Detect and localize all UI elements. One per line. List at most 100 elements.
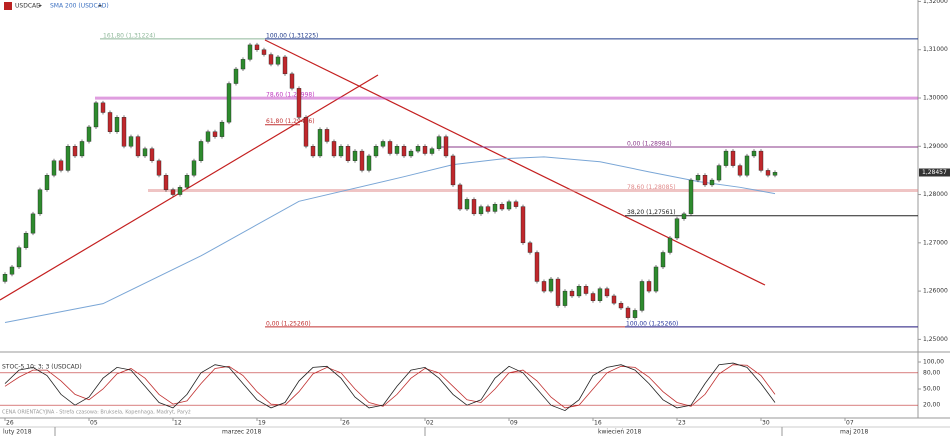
candle [576, 286, 582, 297]
candle [569, 290, 575, 297]
fib-label: 38,20 (1,27561) [627, 209, 676, 216]
candle [716, 165, 722, 181]
candle [373, 146, 379, 157]
candle [9, 266, 15, 275]
dropdown-icon[interactable] [98, 5, 102, 7]
candle [366, 155, 372, 171]
month-label: luty 2018 [3, 429, 32, 436]
candle [261, 49, 267, 55]
candle [674, 218, 680, 239]
candle [282, 56, 288, 75]
candle [702, 175, 708, 186]
candle [23, 232, 29, 248]
candle [191, 160, 197, 176]
dropdown-icon[interactable] [38, 5, 42, 7]
candle [625, 307, 631, 318]
fib-label: 100,00 (1,25260) [626, 320, 678, 327]
candle [359, 150, 365, 171]
month-label: maj 2018 [840, 429, 869, 436]
candle [100, 102, 106, 113]
day-label: 12 [174, 420, 182, 427]
y-tick-label: 20,00 [923, 402, 940, 409]
day-label: 07 [846, 420, 854, 427]
footer: CENA ORIENTACYJNA - Strefa czasowa: Bruk… [2, 410, 191, 416]
month-label: kwiecień 2018 [598, 429, 642, 436]
candle [730, 150, 736, 166]
y-tick-label: 50,00 [923, 386, 940, 393]
candle [604, 288, 610, 297]
fib-label: 0,00 (1,25260) [266, 320, 311, 327]
candle [58, 160, 64, 171]
candle [450, 155, 456, 186]
candle [380, 141, 386, 147]
candle [688, 179, 694, 215]
candle [135, 136, 141, 157]
candle [681, 213, 687, 219]
candle [317, 129, 323, 157]
candle [457, 184, 463, 210]
candle [534, 252, 540, 282]
stochastic-title: STOC-5 10; 3; 3 (USDCAD) [2, 364, 82, 371]
candle [156, 160, 162, 176]
fib-label: 100,00 (1,31225) [266, 32, 318, 39]
symbol[interactable]: USDCAD [15, 3, 41, 10]
candle [646, 281, 652, 292]
candle [520, 206, 526, 244]
day-label: 16 [594, 420, 602, 427]
candle [51, 160, 57, 176]
candle [352, 150, 358, 161]
candle [464, 199, 470, 210]
month-label: marzec 2018 [222, 429, 261, 436]
candle [611, 295, 617, 304]
candle [296, 88, 302, 118]
candle [709, 179, 715, 186]
candle [107, 112, 113, 132]
candle [639, 281, 645, 311]
candle [219, 121, 225, 137]
candle [44, 175, 50, 190]
candle [618, 302, 624, 309]
candle [338, 146, 344, 157]
candle [121, 117, 127, 147]
candle [240, 59, 246, 70]
candle [212, 131, 218, 137]
candle [772, 172, 778, 176]
candle [184, 175, 190, 188]
candle [205, 131, 211, 142]
trendline[interactable] [264, 39, 766, 286]
y-tick-label: 1,25000 [923, 336, 948, 343]
candle [394, 146, 400, 154]
candle [149, 148, 155, 161]
candle [142, 148, 148, 157]
candle [667, 237, 673, 253]
fib-label: 78,60 (1,29998) [266, 92, 315, 99]
candle [499, 204, 505, 210]
candle [310, 146, 316, 157]
candle [695, 175, 701, 181]
candle [429, 148, 435, 154]
candle [471, 199, 477, 215]
candle [415, 146, 421, 152]
y-tick-label: 100,00 [923, 359, 944, 366]
last-price-label: 1,28457 [922, 169, 947, 176]
fib-label: 78,60 (1,28085) [627, 184, 676, 191]
candle [422, 146, 428, 154]
candle [436, 136, 442, 149]
day-label: 23 [678, 420, 686, 427]
candle [170, 189, 176, 195]
candle [30, 213, 36, 234]
day-label: 09 [510, 420, 518, 427]
y-tick-label: 1,31000 [923, 46, 948, 53]
candle [65, 146, 71, 171]
day-label: 19 [258, 420, 266, 427]
candle [233, 68, 239, 84]
candle [226, 83, 232, 123]
candle [177, 187, 183, 195]
y-tick-label: 1,29000 [923, 143, 948, 150]
y-tick-label: 80,00 [923, 369, 940, 376]
candle [590, 293, 596, 301]
candle [737, 165, 743, 176]
indicator[interactable]: SMA 200 (USDCAD) [50, 3, 109, 10]
